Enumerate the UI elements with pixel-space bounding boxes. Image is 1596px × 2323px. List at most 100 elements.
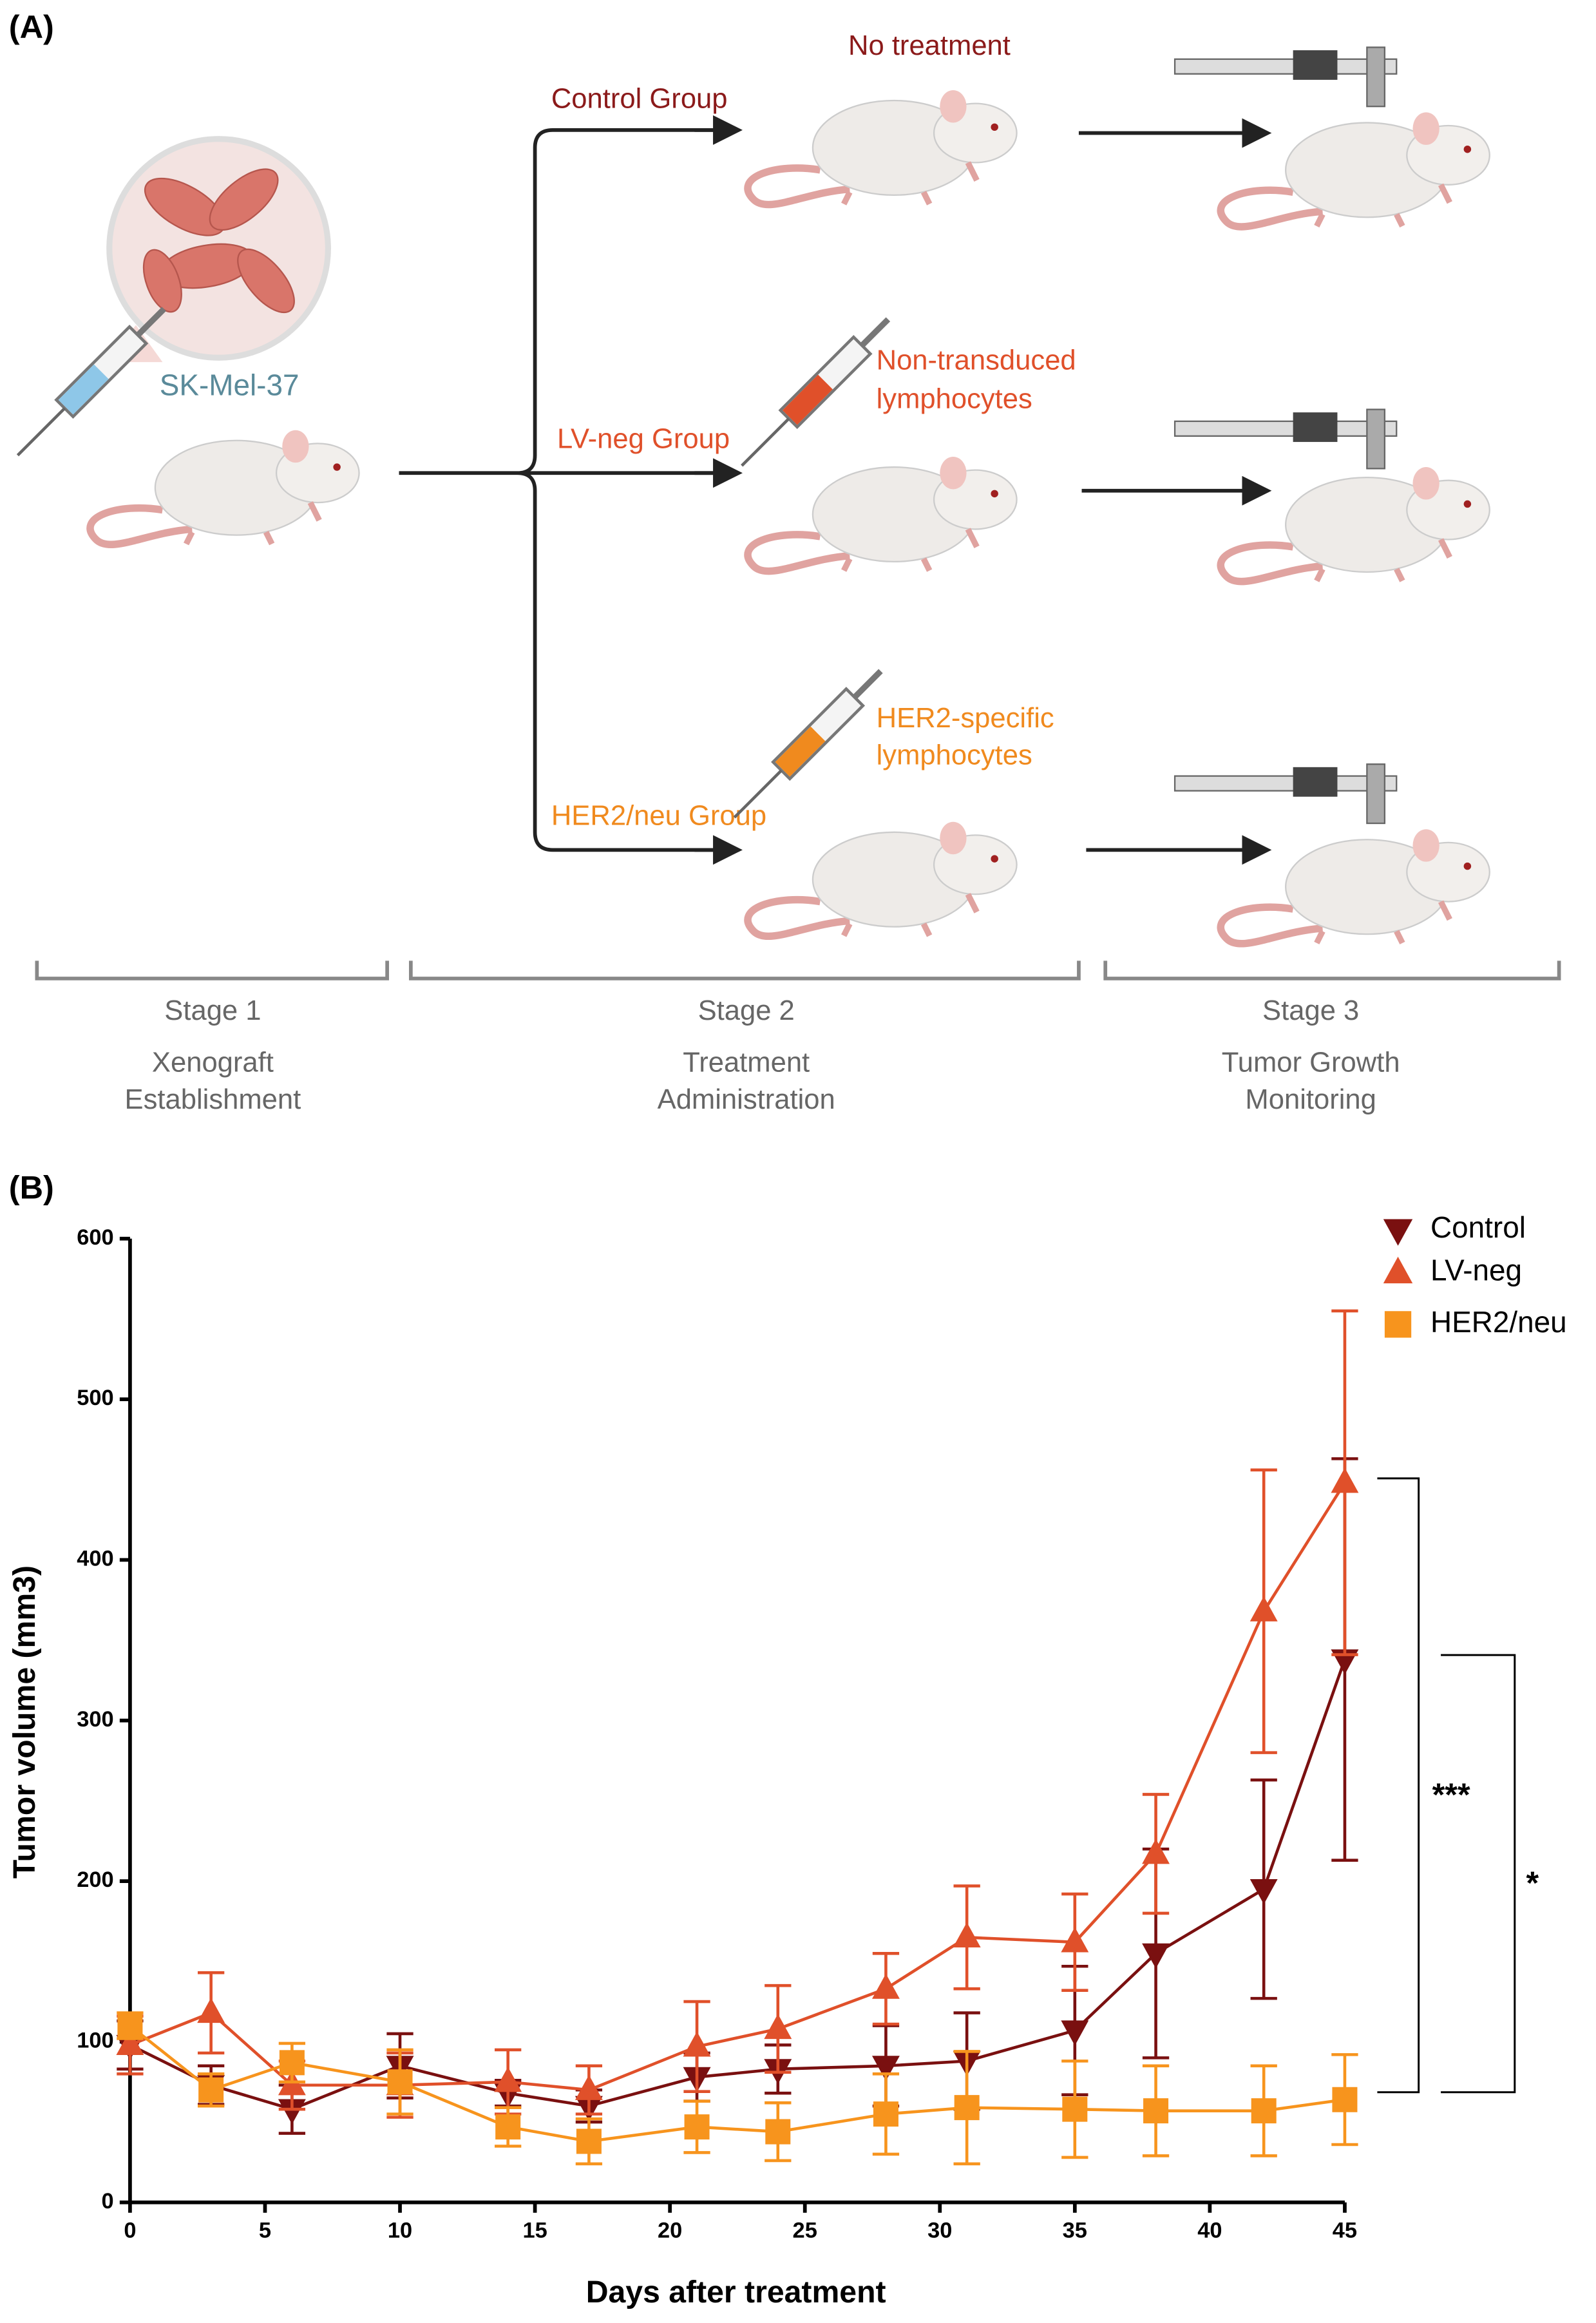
- x-tick-label: 0: [124, 2219, 136, 2243]
- stage-text: Administration: [658, 1084, 835, 1115]
- y-tick-label: 200: [77, 1868, 113, 1892]
- mouse-feet: [841, 528, 980, 572]
- y-tick-label: 0: [102, 2189, 114, 2213]
- significance-bracket: [1377, 1477, 1420, 2094]
- mouse: [1217, 829, 1490, 948]
- treatment-label: HER2-specific: [877, 703, 1054, 734]
- mouse-feet: [1314, 538, 1452, 582]
- data-point: [116, 2030, 144, 2056]
- branch-lines: [399, 128, 739, 852]
- syringe-liquid: [783, 374, 833, 425]
- data-point: [117, 2013, 143, 2039]
- x-tick-label: 30: [927, 2219, 952, 2243]
- data-point: [1331, 1467, 1359, 1493]
- data-point: [575, 2074, 603, 2100]
- cells: [142, 168, 295, 314]
- data-point: [871, 2056, 900, 2081]
- stage-label: Stage 1: [164, 995, 261, 1026]
- mouse-tail: [86, 504, 193, 549]
- x-tick-label: 20: [658, 2219, 682, 2243]
- syringe: [16, 307, 166, 457]
- mouse-ear: [282, 430, 309, 463]
- panel-b: (B) Days after treatment Tumor volume (m…: [7, 1169, 1567, 2309]
- caliper-jaw: [1366, 46, 1386, 108]
- data-point: [494, 2067, 522, 2092]
- data-point: [1249, 1596, 1278, 1621]
- data-point: [198, 2077, 224, 2103]
- stage-text: Establishment: [125, 1084, 301, 1115]
- significance-label: *: [1526, 1864, 1539, 1901]
- group-label: LV-neg Group: [557, 423, 730, 454]
- y-axis-title: Tumor volume (mm3): [7, 1565, 42, 1878]
- caliper-display: [1293, 412, 1338, 443]
- mouse-eye: [991, 855, 998, 863]
- group-label: Control Group: [551, 84, 728, 115]
- mouse: [1217, 112, 1490, 231]
- caliper-display: [1293, 50, 1338, 80]
- stage-brackets: [35, 961, 1561, 980]
- significance-label: ***: [1432, 1776, 1470, 1813]
- mouse-ear: [1412, 467, 1439, 500]
- data-point: [765, 2119, 791, 2145]
- mouse-ear: [940, 456, 967, 490]
- series-line: [129, 1482, 1346, 2092]
- caliper: [1173, 58, 1398, 75]
- mouse-tail: [1217, 541, 1323, 586]
- x-axis-title: Days after treatment: [586, 2275, 886, 2309]
- data-point: [387, 2069, 413, 2095]
- y-tick-label: 300: [77, 1707, 113, 1732]
- y-tick-label: 500: [77, 1386, 113, 1410]
- mouse-eye: [333, 463, 341, 471]
- treatment-label: Non-transduced: [877, 345, 1076, 376]
- x-tick-label: 45: [1333, 2219, 1357, 2243]
- data-point: [278, 2099, 306, 2125]
- data-point: [279, 2050, 305, 2076]
- caliper-display: [1293, 767, 1338, 797]
- data-point: [683, 2031, 711, 2057]
- mouse-feet: [1314, 183, 1452, 228]
- x-tick-label: 25: [793, 2219, 817, 2243]
- x-tick-label: 15: [522, 2219, 547, 2243]
- panel-a: (A) SK-Mel-37 Control Group LV-neg Group…: [9, 8, 1561, 1115]
- series-line: [129, 1659, 1347, 2111]
- legend-marker: [1384, 1311, 1412, 1338]
- legend-label: Control: [1430, 1210, 1526, 1244]
- data-point: [1249, 1878, 1278, 1904]
- syringe-plunger: [852, 669, 883, 700]
- mouse-tail: [1217, 186, 1323, 231]
- mouse: [744, 456, 1018, 575]
- legend-marker: [1383, 1219, 1413, 1246]
- caliper: [1173, 420, 1398, 437]
- series-line: [129, 2024, 1345, 2143]
- legend-label: LV-neg: [1430, 1254, 1522, 1287]
- x-tick-label: 5: [259, 2219, 271, 2243]
- syringe: [741, 317, 891, 467]
- legend-label: HER2/neu: [1430, 1305, 1567, 1339]
- mouse-eye: [991, 123, 998, 131]
- data-point: [1142, 1943, 1170, 1969]
- y-tick-label: 100: [77, 2029, 113, 2053]
- x-tick-label: 10: [388, 2219, 412, 2243]
- group-label: HER2/neu Group: [551, 800, 766, 831]
- syringe-plunger: [135, 307, 166, 338]
- mouse-ear: [940, 821, 967, 855]
- significance-bracket: [1441, 1654, 1516, 2094]
- panel-label: (B): [9, 1169, 54, 1205]
- mouse: [1217, 467, 1490, 586]
- data-point: [684, 2114, 710, 2140]
- data-point: [871, 1973, 900, 1999]
- mouse-feet: [841, 161, 980, 206]
- mouse: [744, 821, 1018, 941]
- syringe-liquid: [58, 364, 109, 415]
- caliper-jaw: [1366, 763, 1386, 825]
- caliper: [1173, 775, 1398, 792]
- cell-line-label: SK-Mel-37: [160, 368, 299, 401]
- mouse-eye: [1463, 500, 1472, 508]
- mouse-tail: [744, 531, 850, 575]
- mouse: [744, 90, 1018, 209]
- syringe-needle: [733, 769, 783, 819]
- stage-label: Stage 2: [698, 995, 795, 1026]
- mouse: [86, 430, 360, 549]
- stage-text: Xenograft: [152, 1047, 274, 1078]
- data-point: [953, 1922, 981, 1947]
